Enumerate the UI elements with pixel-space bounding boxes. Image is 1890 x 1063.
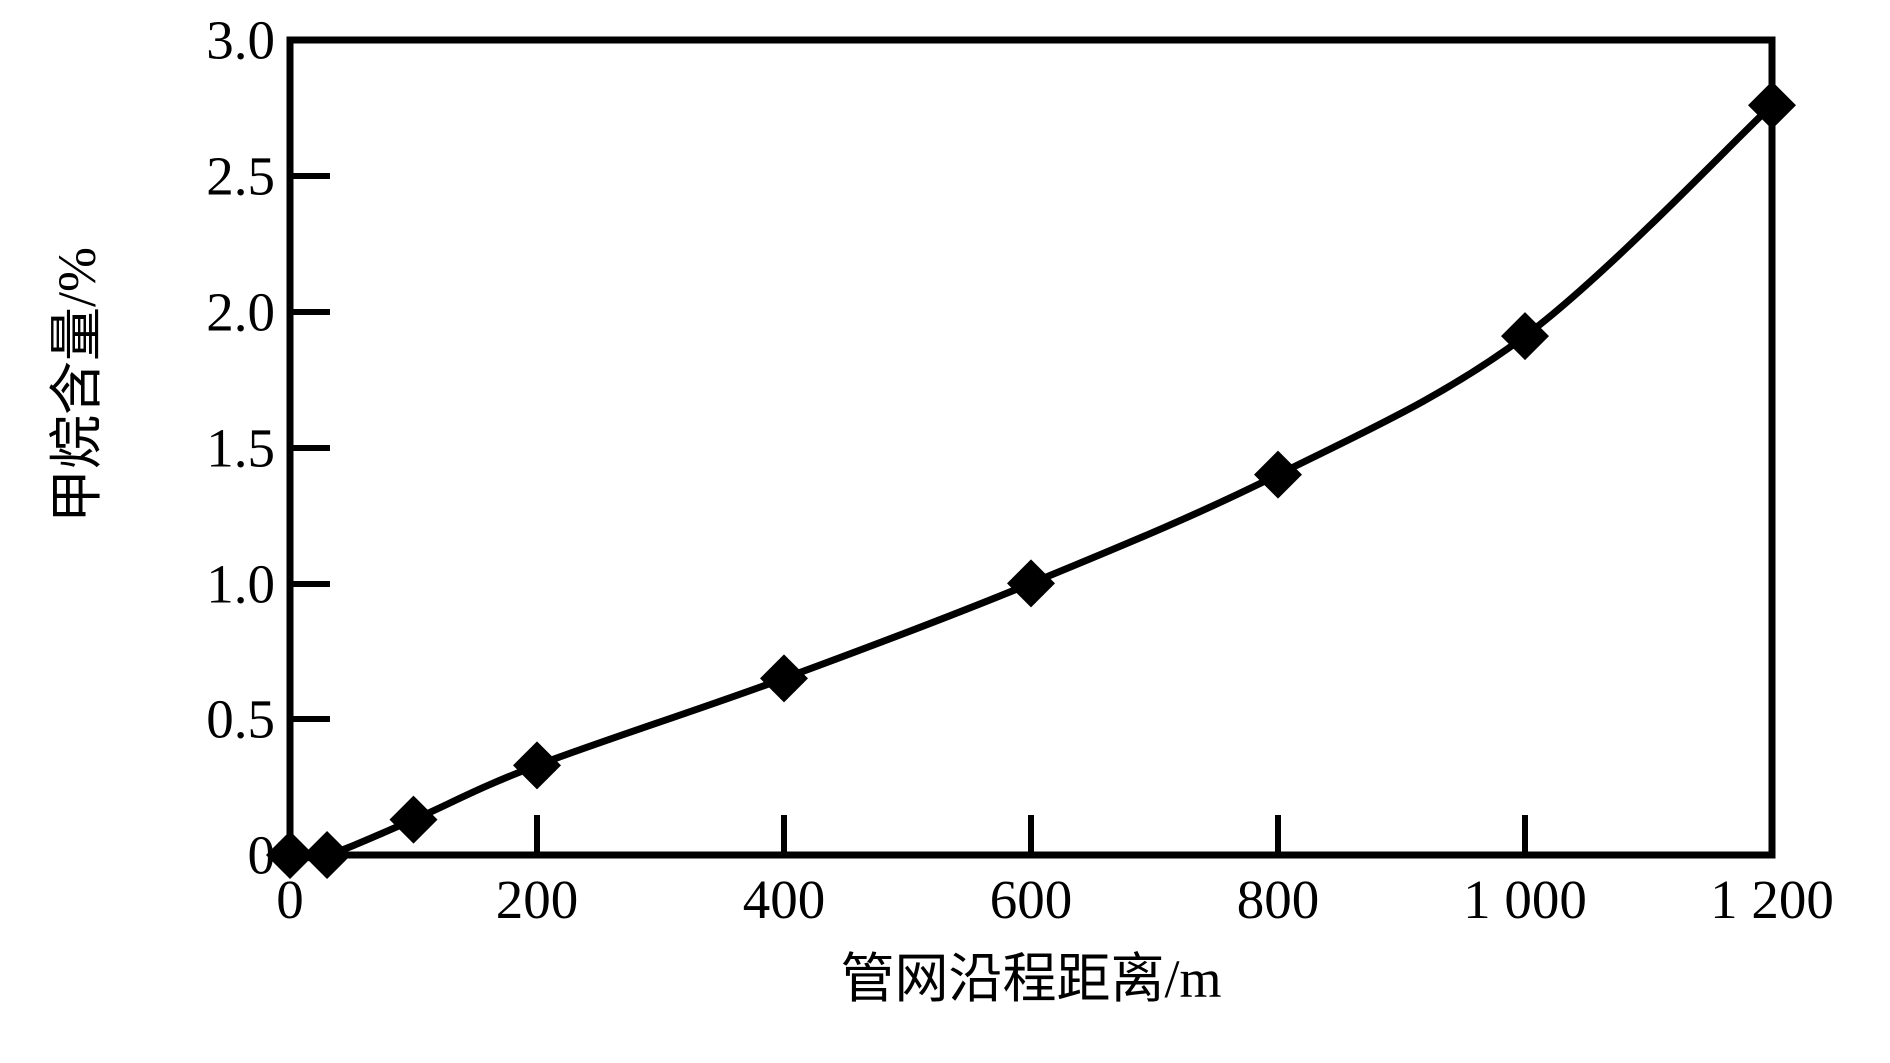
data-point-marker xyxy=(1254,450,1302,499)
x-tick-label-400: 400 xyxy=(742,869,826,930)
x-tick-label-1200: 1 200 xyxy=(1710,869,1834,930)
series-line xyxy=(286,101,1776,862)
y-tick-label-3-0: 3.0 xyxy=(206,9,275,71)
data-point-marker xyxy=(1501,312,1549,361)
y-tick-label-0-5: 0.5 xyxy=(206,688,275,750)
y-axis-ticks xyxy=(290,173,330,722)
data-point-marker xyxy=(1748,81,1796,130)
data-series xyxy=(266,81,1796,879)
y-tick-label-2-5: 2.5 xyxy=(206,145,275,207)
y-tick-label-1-0: 1.0 xyxy=(206,553,275,615)
x-tick-label-600: 600 xyxy=(989,869,1073,930)
y-tick-label-2-0: 2.0 xyxy=(206,281,275,343)
plot-frame xyxy=(286,36,1776,859)
data-point-marker xyxy=(513,741,561,790)
x-tick-label-800: 800 xyxy=(1236,869,1320,930)
x-tick-label-0: 0 xyxy=(276,869,304,930)
data-point-marker xyxy=(760,654,808,703)
data-point-marker xyxy=(389,795,438,844)
data-point-marker xyxy=(303,831,352,879)
data-point-marker xyxy=(1007,559,1055,608)
x-tick-label-200: 200 xyxy=(495,869,579,930)
x-tick-label-1000: 1 000 xyxy=(1463,869,1587,930)
x-axis-title: 管网沿程距离/m xyxy=(840,949,1222,1009)
x-axis-ticks xyxy=(534,815,1528,855)
y-tick-label-1-5: 1.5 xyxy=(206,417,275,479)
data-point-marker xyxy=(266,831,314,879)
